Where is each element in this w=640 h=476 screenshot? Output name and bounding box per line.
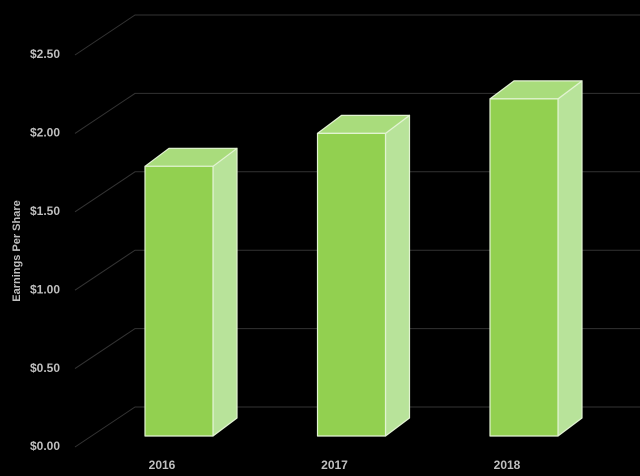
y-tick-label: $0.00 [30, 439, 60, 453]
grid-line [74, 328, 640, 370]
grid-line [74, 171, 640, 213]
y-tick-label: $2.50 [30, 47, 60, 61]
y-axis-label: Earnings Per Share [11, 200, 23, 302]
x-tick-label: 2018 [494, 458, 521, 472]
y-tick-label: $0.50 [30, 361, 60, 375]
y-tick-label: $2.00 [30, 126, 60, 140]
bar [489, 98, 559, 437]
grid-line [74, 406, 640, 448]
grid-line [74, 92, 640, 134]
bar-side [384, 114, 411, 437]
bar-side [557, 80, 583, 437]
grid-line [74, 249, 640, 291]
y-tick-label: $1.00 [30, 282, 60, 296]
y-tick-label: $1.50 [30, 204, 60, 218]
grid-line [74, 14, 640, 56]
bar [144, 165, 214, 437]
x-tick-label: 2017 [321, 458, 348, 472]
x-tick-label: 2016 [149, 458, 176, 472]
bar [316, 132, 387, 437]
bar-side [212, 147, 238, 437]
